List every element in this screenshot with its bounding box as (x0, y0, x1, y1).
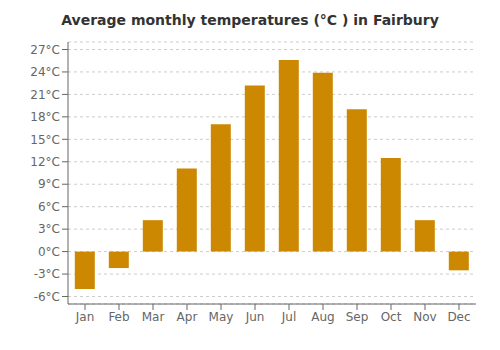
svg-text:Jul: Jul (281, 310, 296, 324)
svg-text:Jan: Jan (75, 310, 95, 324)
svg-text:Mar: Mar (142, 310, 165, 324)
svg-text:May: May (209, 310, 234, 324)
svg-text:-6°C: -6°C (34, 290, 60, 304)
svg-text:6°C: 6°C (38, 200, 60, 214)
svg-text:Sep: Sep (346, 310, 369, 324)
svg-text:18°C: 18°C (30, 110, 60, 124)
svg-text:0°C: 0°C (38, 245, 60, 259)
svg-text:9°C: 9°C (38, 177, 60, 191)
svg-text:12°C: 12°C (30, 155, 60, 169)
svg-text:3°C: 3°C (38, 222, 60, 236)
svg-text:Jun: Jun (245, 310, 265, 324)
svg-text:Nov: Nov (413, 310, 436, 324)
svg-text:Dec: Dec (447, 310, 470, 324)
svg-text:Oct: Oct (381, 310, 402, 324)
svg-text:24°C: 24°C (30, 65, 60, 79)
svg-text:27°C: 27°C (30, 43, 60, 57)
svg-text:Aug: Aug (311, 310, 334, 324)
html-text:Average monthly temperatures (: Average monthly temperatures (°C ) in Fa… (61, 12, 439, 28)
svg-text:Feb: Feb (108, 310, 129, 324)
svg-text:Apr: Apr (177, 310, 198, 324)
svg-text:15°C: 15°C (30, 133, 60, 147)
svg-text:21°C: 21°C (30, 88, 60, 102)
svg-text:-3°C: -3°C (34, 267, 60, 281)
